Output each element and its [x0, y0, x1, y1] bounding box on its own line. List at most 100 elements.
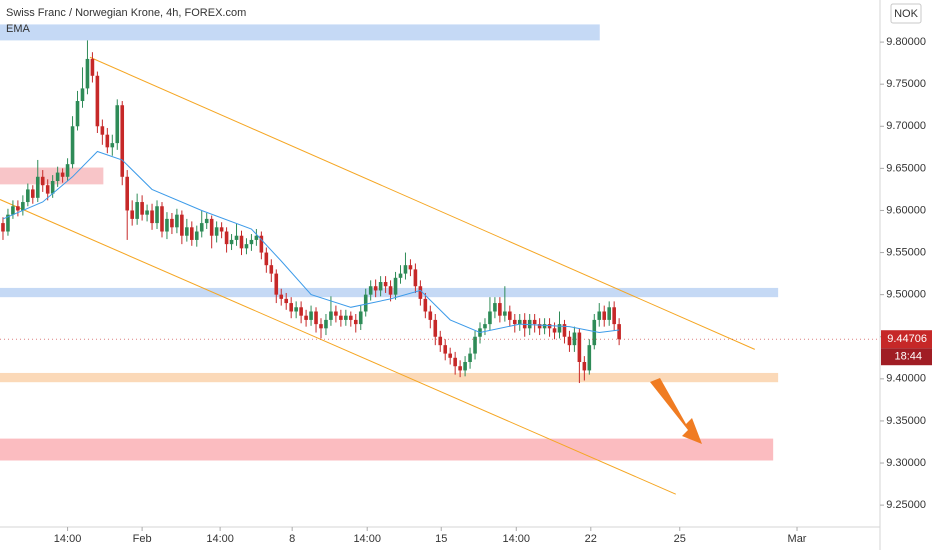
- candle-body: [353, 319, 358, 325]
- candle-body: [135, 202, 139, 219]
- zone: [0, 372, 779, 383]
- candle-body: [597, 311, 602, 320]
- candle-body: [428, 311, 433, 320]
- x-tick-label: 14:00: [353, 533, 381, 545]
- x-tick-label: Feb: [133, 533, 152, 545]
- zone: [0, 438, 774, 461]
- y-tick-label: 9.55000: [886, 246, 926, 258]
- candle-body: [349, 315, 353, 320]
- chart-title: Swiss Franc / Norwegian Krone, 4h, FOREX…: [6, 7, 246, 19]
- candle-body: [418, 286, 423, 299]
- candle-body: [125, 176, 130, 211]
- y-tick-label: 9.60000: [886, 204, 926, 216]
- y-tick-label: 9.80000: [886, 36, 926, 48]
- candle-body: [55, 172, 60, 181]
- candle-body: [199, 223, 204, 232]
- candle-body: [592, 319, 597, 346]
- candle-body: [30, 189, 35, 198]
- candle-body: [329, 311, 333, 320]
- candle-body: [1, 223, 5, 232]
- candle-body: [110, 143, 115, 148]
- candle-body: [388, 286, 393, 295]
- candle-body: [468, 353, 472, 362]
- candle-body: [607, 307, 611, 320]
- candle-body: [40, 176, 45, 186]
- currency-box[interactable]: [890, 3, 922, 24]
- y-tick-label: 9.50000: [886, 289, 926, 301]
- candle-body: [175, 214, 179, 228]
- candle-body: [204, 218, 209, 224]
- candle-body: [120, 105, 125, 177]
- candle-body: [219, 227, 224, 232]
- candle-body: [582, 361, 587, 371]
- candle-body: [572, 332, 577, 346]
- candle-body: [547, 324, 552, 329]
- candle-body: [557, 324, 562, 333]
- x-tick-label: 14:00: [503, 533, 531, 545]
- candle-body: [185, 227, 189, 236]
- candle-body: [190, 227, 194, 240]
- candle-body: [289, 303, 293, 312]
- candle-body: [254, 235, 259, 240]
- candle-body: [542, 324, 547, 329]
- candle-body: [458, 366, 462, 371]
- candle-body: [214, 227, 219, 236]
- x-tick-label: 14:00: [54, 533, 82, 545]
- last-price-box: [881, 330, 932, 349]
- candle-body: [483, 324, 487, 329]
- x-tick-label: 15: [435, 533, 447, 545]
- candle-body: [567, 336, 572, 346]
- y-tick-label: 9.65000: [886, 162, 926, 174]
- candle-body: [279, 294, 284, 299]
- candle-body: [21, 202, 25, 211]
- candle-body: [224, 231, 229, 245]
- candle-body: [16, 206, 20, 211]
- countdown: 18:44: [894, 351, 922, 363]
- candle-body: [587, 345, 592, 371]
- candle-body: [552, 328, 557, 333]
- candle-body: [160, 206, 164, 232]
- candle-body: [150, 210, 154, 224]
- candle-body: [115, 105, 120, 144]
- candle-body: [244, 244, 249, 249]
- candle-body: [517, 319, 522, 325]
- candle-body: [165, 218, 169, 232]
- candle-body: [334, 311, 338, 316]
- y-tick-label: 9.25000: [886, 499, 926, 511]
- candle-body: [60, 172, 65, 177]
- candle-body: [45, 185, 50, 194]
- candle-body: [383, 282, 388, 287]
- candle-body: [358, 311, 363, 325]
- candle-body: [90, 58, 95, 76]
- y-tick-label: 9.40000: [886, 373, 926, 385]
- candle-body: [443, 345, 448, 354]
- candle-body: [503, 311, 507, 316]
- candle-body: [363, 294, 368, 312]
- candle-body: [145, 210, 149, 215]
- candle-body: [229, 239, 234, 245]
- candle-body: [180, 214, 184, 236]
- candle-body: [612, 307, 616, 325]
- candle-body: [274, 273, 279, 295]
- candle-body: [368, 286, 373, 295]
- candle-body: [75, 101, 80, 127]
- candle-body: [373, 286, 378, 291]
- candle-body: [602, 311, 607, 320]
- candle-body: [194, 231, 199, 240]
- last-price-label: 9.44706: [887, 333, 927, 345]
- currency[interactable]: NOK: [894, 8, 919, 20]
- x-tick-label: 8: [289, 533, 295, 545]
- candle-body: [453, 357, 457, 367]
- zone: [0, 24, 600, 41]
- candle-body: [269, 265, 274, 274]
- y-tick-label: 9.35000: [886, 415, 926, 427]
- candle-body: [314, 311, 318, 325]
- candle-body: [50, 180, 55, 194]
- candle-body: [140, 202, 144, 215]
- candle-body: [512, 319, 517, 325]
- candle-body: [339, 315, 343, 320]
- x-tick-label: 14:00: [206, 533, 234, 545]
- candle-body: [11, 206, 15, 215]
